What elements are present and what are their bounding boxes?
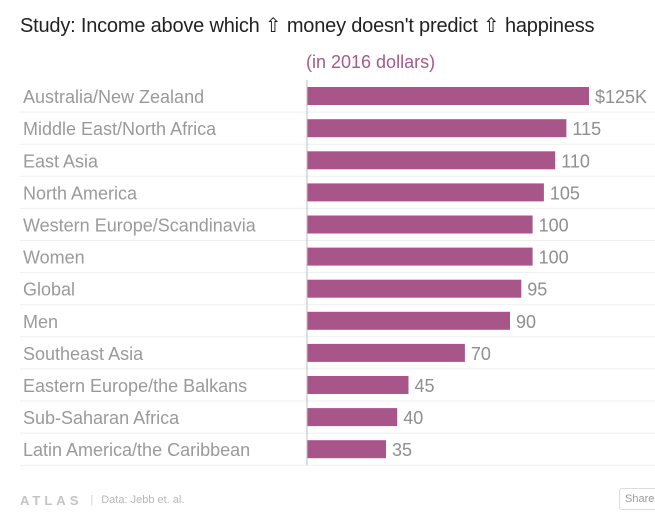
value-label: 115 (572, 119, 601, 139)
chart-footer: ATLAS | Data: Jebb et. al. (20, 490, 184, 510)
share-button[interactable]: Share (619, 488, 655, 510)
source-note: Data: Jebb et. al. (101, 494, 185, 506)
bar (307, 183, 544, 202)
category-label: Eastern Europe/the Balkans (23, 376, 247, 396)
value-label: 40 (403, 408, 423, 428)
category-label: Western Europe/Scandinavia (23, 216, 257, 236)
bar (307, 343, 465, 362)
category-label: Global (23, 280, 75, 300)
value-label: 35 (392, 440, 412, 460)
chart-subtitle: (in 2016 dollars) (306, 52, 436, 72)
bar (307, 279, 522, 298)
value-label: $125K (595, 87, 647, 107)
category-label: East Asia (23, 151, 99, 171)
category-label: Latin America/the Caribbean (23, 440, 250, 460)
value-label: 90 (516, 312, 536, 332)
category-label: Men (23, 312, 58, 332)
category-label: North America (23, 183, 138, 203)
bar (307, 440, 386, 459)
value-label: 110 (561, 151, 590, 171)
bar (307, 215, 533, 234)
value-label: 100 (539, 216, 569, 236)
category-label: Middle East/North Africa (23, 119, 217, 139)
value-label: 70 (471, 344, 491, 364)
value-label: 95 (527, 280, 547, 300)
chart-title: Study: Income above which ⇧ money doesn'… (20, 15, 595, 37)
bar (307, 119, 567, 138)
value-label: 105 (550, 183, 580, 203)
bar (307, 311, 510, 330)
bar (307, 151, 556, 170)
category-label: Sub-Saharan Africa (23, 408, 180, 428)
atlas-logo[interactable]: ATLAS (20, 492, 83, 508)
bar (307, 408, 398, 427)
bar (307, 247, 533, 266)
bar (307, 87, 589, 105)
footer-separator: | (90, 494, 94, 506)
value-label: 45 (415, 376, 435, 396)
bar-chart: Australia/New Zealand $125K Middle East/No… (20, 80, 655, 466)
category-label: Women (23, 248, 85, 268)
category-label: Australia/New Zealand (23, 87, 204, 107)
bar (307, 376, 409, 394)
category-label: Southeast Asia (23, 344, 144, 364)
value-label: 100 (539, 248, 569, 268)
